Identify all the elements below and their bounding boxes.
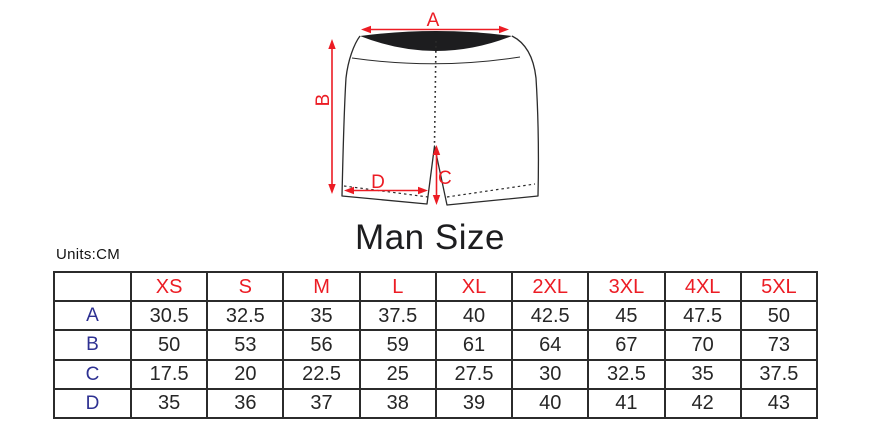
measure-cell: 20 xyxy=(206,358,285,390)
size-header: S xyxy=(206,270,285,303)
waist-seam-line xyxy=(351,56,521,65)
measure-label-d: D xyxy=(371,172,385,193)
measure-cell: 41 xyxy=(587,387,666,420)
measure-cell: 35 xyxy=(663,358,742,390)
table-row-b: B 50 53 56 59 61 64 67 70 73 xyxy=(53,329,819,361)
measure-cell: 30 xyxy=(511,358,590,390)
measure-cell: 25 xyxy=(358,358,437,390)
measure-cell: 70 xyxy=(663,329,742,361)
measure-cell: 50 xyxy=(739,300,819,332)
size-header: 5XL xyxy=(739,270,819,303)
size-header: XS xyxy=(129,270,209,303)
row-label: C xyxy=(53,358,132,390)
measure-cell: 50 xyxy=(129,329,209,361)
row-label: A xyxy=(53,300,132,332)
size-table-container: XS S M L XL 2XL 3XL 4XL 5XL A 30.5 32.5 … xyxy=(53,270,819,420)
corner-cell xyxy=(53,270,132,303)
size-header: 2XL xyxy=(511,270,590,303)
table-row-d: D 35 36 37 38 39 40 41 42 43 xyxy=(53,387,819,420)
measure-cell: 37.5 xyxy=(358,300,437,332)
measure-cell: 61 xyxy=(434,329,514,361)
measurement-arrow-d xyxy=(344,186,428,195)
measurement-arrow-b xyxy=(328,39,336,194)
measure-cell: 36 xyxy=(206,387,285,420)
measurement-arrow-c xyxy=(432,145,441,205)
measure-cell: 40 xyxy=(434,300,514,332)
table-row-a: A 30.5 32.5 35 37.5 40 42.5 45 47.5 50 xyxy=(53,300,819,332)
units-label: Units:CM xyxy=(56,246,121,263)
shorts-diagram: A B C D xyxy=(313,10,540,206)
shorts-outline xyxy=(341,35,540,206)
measure-cell: 42 xyxy=(663,387,742,420)
row-label: B xyxy=(53,329,132,361)
table-row-c: C 17.5 20 22.5 25 27.5 30 32.5 35 37.5 xyxy=(53,358,819,390)
measure-cell: 64 xyxy=(511,329,590,361)
size-header: XL xyxy=(434,270,514,303)
measure-cell: 47.5 xyxy=(663,300,742,332)
measure-cell: 53 xyxy=(206,329,285,361)
left-hem-dotted-line xyxy=(343,185,429,198)
size-header: 4XL xyxy=(663,270,742,303)
measure-cell: 59 xyxy=(358,329,437,361)
center-seam-dotted-line xyxy=(433,40,437,145)
measurement-arrow-a xyxy=(361,25,509,34)
measure-cell: 27.5 xyxy=(434,358,514,390)
size-header: M xyxy=(282,270,361,303)
measure-label-a: A xyxy=(427,10,440,31)
right-hem-dotted-line xyxy=(446,183,536,198)
measure-cell: 37 xyxy=(282,387,361,420)
measure-cell: 45 xyxy=(587,300,666,332)
page-title: Man Size xyxy=(355,218,505,257)
measure-cell: 67 xyxy=(587,329,666,361)
measure-cell: 56 xyxy=(282,329,361,361)
measure-cell: 32.5 xyxy=(587,358,666,390)
measure-cell: 22.5 xyxy=(282,358,361,390)
measure-cell: 35 xyxy=(129,387,209,420)
measure-cell: 39 xyxy=(434,387,514,420)
measure-cell: 32.5 xyxy=(206,300,285,332)
measure-cell: 40 xyxy=(511,387,590,420)
measure-cell: 37.5 xyxy=(739,358,819,390)
measure-cell: 17.5 xyxy=(129,358,209,390)
size-table: XS S M L XL 2XL 3XL 4XL 5XL A 30.5 32.5 … xyxy=(53,270,819,420)
size-header: 3XL xyxy=(587,270,666,303)
measure-cell: 30.5 xyxy=(129,300,209,332)
row-label: D xyxy=(53,387,132,420)
measure-cell: 73 xyxy=(739,329,819,361)
measure-cell: 42.5 xyxy=(511,300,590,332)
measure-label-b: B xyxy=(313,94,334,107)
size-header: L xyxy=(358,270,437,303)
table-header-row: XS S M L XL 2XL 3XL 4XL 5XL xyxy=(53,270,819,303)
measure-cell: 35 xyxy=(282,300,361,332)
measure-cell: 38 xyxy=(358,387,437,420)
measure-label-c: C xyxy=(438,168,452,189)
measure-cell: 43 xyxy=(739,387,819,420)
